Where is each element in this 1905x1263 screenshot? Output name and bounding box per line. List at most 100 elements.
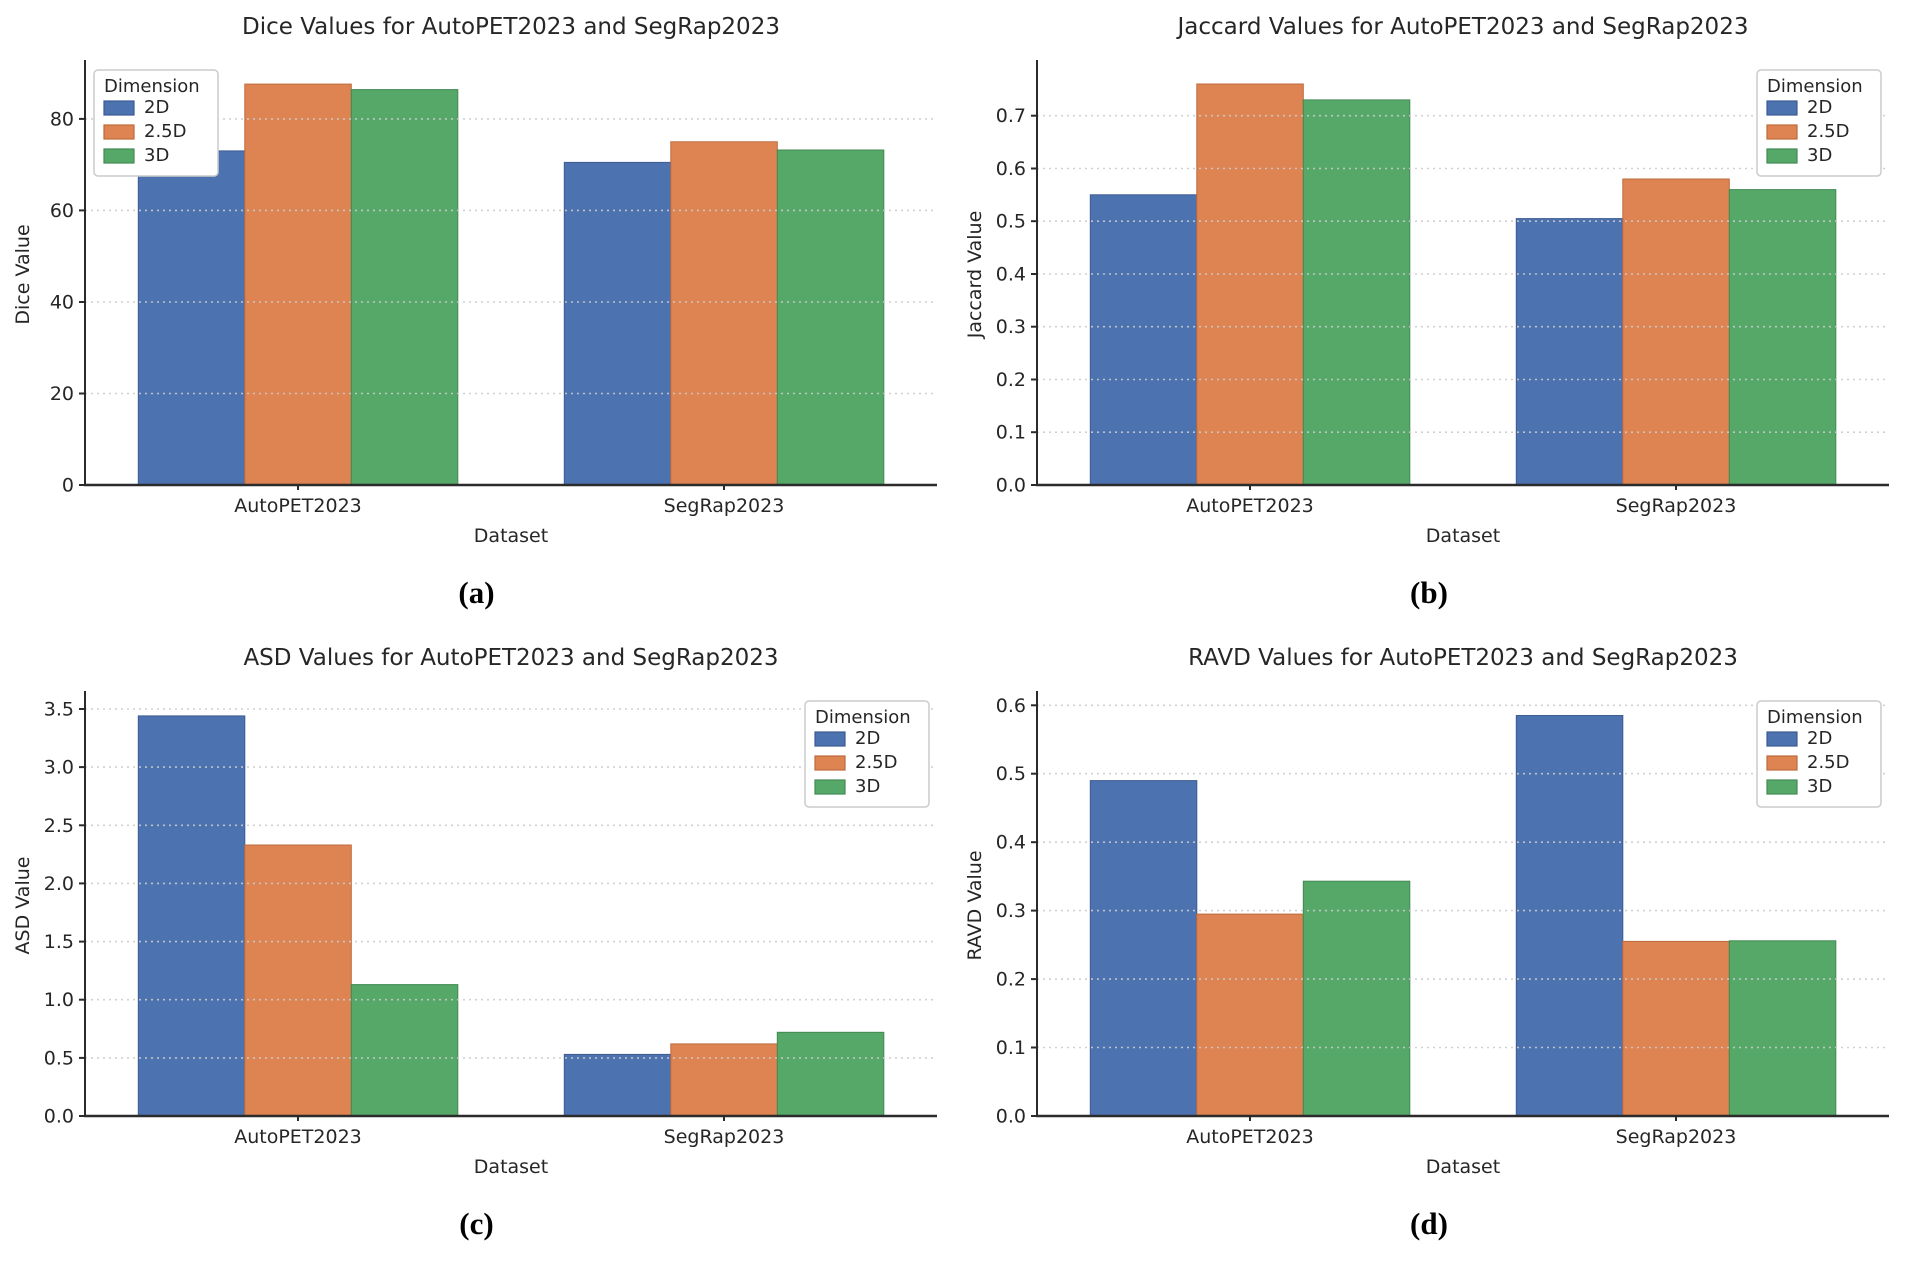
jaccard-bar-chart: 0.0 0.1 0.2 0.3 0.4 0.5 0.6 0.7 AutoPET2023 SegRa… [964,14,1889,547]
bar-SegRap2023-2.5D [669,1043,778,1117]
y-tick-label: 20 [49,383,73,405]
bar-AutoPET2023-3D [1302,880,1411,1117]
bar-SegRap2023-3D [1728,189,1837,486]
legend-title: Dimension [1767,76,1863,97]
legend-label-2.5D: 2.5D [1807,752,1850,773]
legend-swatch-2.5D [1766,755,1798,771]
legend-swatch-2.5D [102,124,135,140]
y-tick-label: 3.0 [43,757,73,779]
y-tick-label: 0.0 [43,1106,73,1128]
x-tick-label: SegRap2023 [1616,1126,1737,1148]
legend-label-3D: 3D [1807,145,1832,166]
legend-label-2D: 2D [144,97,169,118]
y-tick-label: 0.5 [43,1047,73,1069]
y-tick-label: 0.4 [996,832,1026,854]
y-tick-label: 0.3 [996,316,1026,338]
legend-swatch-2.5D [1766,124,1798,140]
y-tick-label: 0 [61,475,73,497]
y-tick-label: 3.5 [43,699,73,721]
chart-title: RAVD Values for AutoPET2023 and SegRap20… [1188,645,1738,671]
y-tick-label: 0.4 [996,264,1026,286]
y-tick-label: 0.2 [996,369,1026,391]
y-tick-label: 0.0 [996,1106,1026,1128]
y-tick-label: 0.6 [996,158,1026,180]
bar-AutoPET2023-2.5D [243,844,352,1117]
panel-c: 0.0 0.5 1.0 1.5 2.0 2.5 3.0 3.5 AutoPET2023 SegRa… [0,631,953,1263]
legend-label-2.5D: 2.5D [1807,121,1850,142]
bar-SegRap2023-2D [1515,715,1624,1117]
y-tick-label: 0.5 [996,763,1026,785]
dice-bar-chart: 0 20 40 60 80 AutoPET2023 SegRap2023 Dice Value… [12,14,937,547]
y-tick-label: 80 [49,108,73,130]
legend-label-2D: 2D [1807,728,1832,749]
y-tick-label: 2.5 [43,815,73,837]
legend-swatch-2D [1766,731,1798,747]
legend-label-3D: 3D [144,145,169,166]
x-axis-label: Dataset [473,525,547,547]
legend-swatch-2D [813,731,846,747]
bar-SegRap2023-2D [563,161,671,486]
y-tick-label: 0.1 [996,1037,1026,1059]
panel-b: 0.0 0.1 0.2 0.3 0.4 0.5 0.6 0.7 AutoPET2023 SegRa… [953,0,1905,631]
y-tick-label: 0.5 [996,211,1026,233]
y-tick-label: 1.5 [43,931,73,953]
bar-AutoPET2023-2D [1089,194,1198,486]
legend-title: Dimension [1767,707,1863,728]
bar-SegRap2023-2D [563,1053,671,1117]
legend-label-3D: 3D [855,776,880,797]
x-tick-label: SegRap2023 [663,1126,784,1148]
chart-title: Dice Values for AutoPET2023 and SegRap20… [242,14,780,40]
bar-SegRap2023-3D [776,1031,884,1117]
y-axis-label: ASD Value [12,857,34,955]
bar-AutoPET2023-2.5D [243,83,352,486]
chart-title: ASD Values for AutoPET2023 and SegRap202… [243,645,778,671]
panel-c-caption: (c) [459,1206,494,1241]
y-tick-label: 0.6 [996,695,1026,717]
panel-d-caption: (d) [1410,1206,1448,1241]
legend-swatch-3D [1766,148,1798,164]
legend-swatch-3D [813,779,846,795]
bar-AutoPET2023-3D [350,984,458,1117]
y-axis-label: Jaccard Value [964,211,986,340]
x-axis-label: Dataset [1426,525,1500,547]
panel-a: 0 20 40 60 80 AutoPET2023 SegRap2023 Dice Value… [0,0,953,631]
x-tick-label: AutoPET2023 [234,1126,362,1148]
legend-swatch-2D [1766,100,1798,116]
y-tick-label: 40 [49,292,73,314]
x-tick-label: AutoPET2023 [234,495,362,517]
legend-swatch-3D [102,148,135,164]
panel-b-caption: (b) [1410,575,1448,610]
legend-label-2.5D: 2.5D [855,752,898,773]
y-tick-label: 1.0 [43,989,73,1011]
bar-AutoPET2023-2.5D [1196,83,1304,486]
legend-swatch-2D [102,100,135,116]
panel-a-caption: (a) [458,575,495,610]
legend-label-3D: 3D [1807,776,1832,797]
legend-label-2D: 2D [1807,97,1832,118]
bar-SegRap2023-3D [1728,940,1837,1117]
bar-SegRap2023-3D [776,149,884,486]
legend-title: Dimension [815,707,911,728]
bar-SegRap2023-2.5D [1622,178,1730,486]
bar-SegRap2023-2.5D [669,141,778,486]
x-axis-label: Dataset [473,1156,547,1178]
asd-bar-chart: 0.0 0.5 1.0 1.5 2.0 2.5 3.0 3.5 AutoPET2023 SegRa… [12,645,937,1178]
bar-AutoPET2023-2D [137,715,245,1117]
ravd-bar-chart: 0.0 0.1 0.2 0.3 0.4 0.5 0.6 AutoPET2023 SegRap20… [964,645,1889,1178]
bar-AutoPET2023-2.5D [1196,913,1304,1117]
bar-SegRap2023-2.5D [1622,940,1730,1117]
legend-swatch-2.5D [813,755,846,771]
legend-label-2D: 2D [855,728,880,749]
y-axis-label: RAVD Value [964,850,986,960]
legend-title: Dimension [104,76,200,97]
x-tick-label: SegRap2023 [663,495,784,517]
x-tick-label: AutoPET2023 [1186,495,1314,517]
panel-d: 0.0 0.1 0.2 0.3 0.4 0.5 0.6 AutoPET2023 SegRap20… [953,631,1905,1263]
bar-AutoPET2023-3D [350,89,458,486]
y-tick-label: 0.0 [996,475,1026,497]
legend-label-2.5D: 2.5D [144,121,187,142]
y-tick-label: 60 [49,200,73,222]
chart-title: Jaccard Values for AutoPET2023 and SegRa… [1176,14,1749,40]
legend-swatch-3D [1766,779,1798,795]
